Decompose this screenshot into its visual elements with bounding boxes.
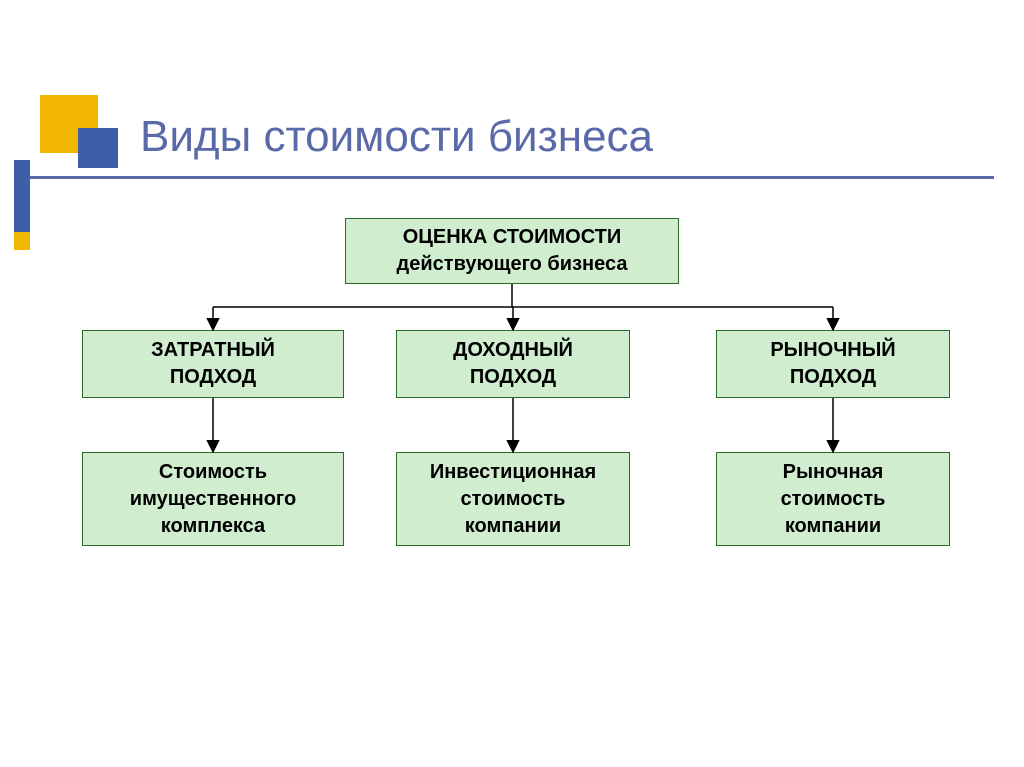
node-income-label: ДОХОДНЫЙПОДХОД [453,337,573,391]
node-market: РЫНОЧНЫЙПОДХОД [716,330,950,398]
node-cost-leaf: Стоимостьимущественногокомплекса [82,452,344,546]
deco-top-blue [78,128,118,168]
node-income-leaf: Инвестиционнаястоимостькомпании [396,452,630,546]
node-root: ОЦЕНКА СТОИМОСТИдействующего бизнеса [345,218,679,284]
node-market-leaf: Рыночнаястоимостькомпании [716,452,950,546]
node-cost-leaf-label: Стоимостьимущественногокомплекса [130,459,296,540]
deco-side-blue [14,160,30,232]
node-market-leaf-label: Рыночнаястоимостькомпании [781,459,886,540]
node-market-label: РЫНОЧНЫЙПОДХОД [770,337,895,391]
node-root-label: ОЦЕНКА СТОИМОСТИдействующего бизнеса [397,224,628,278]
title-underline [30,176,994,179]
page-title: Виды стоимости бизнеса [140,112,653,162]
node-income-leaf-label: Инвестиционнаястоимостькомпании [430,459,596,540]
node-cost: ЗАТРАТНЫЙПОДХОД [82,330,344,398]
deco-side-yellow [14,232,30,250]
node-income: ДОХОДНЫЙПОДХОД [396,330,630,398]
node-cost-label: ЗАТРАТНЫЙПОДХОД [151,337,275,391]
